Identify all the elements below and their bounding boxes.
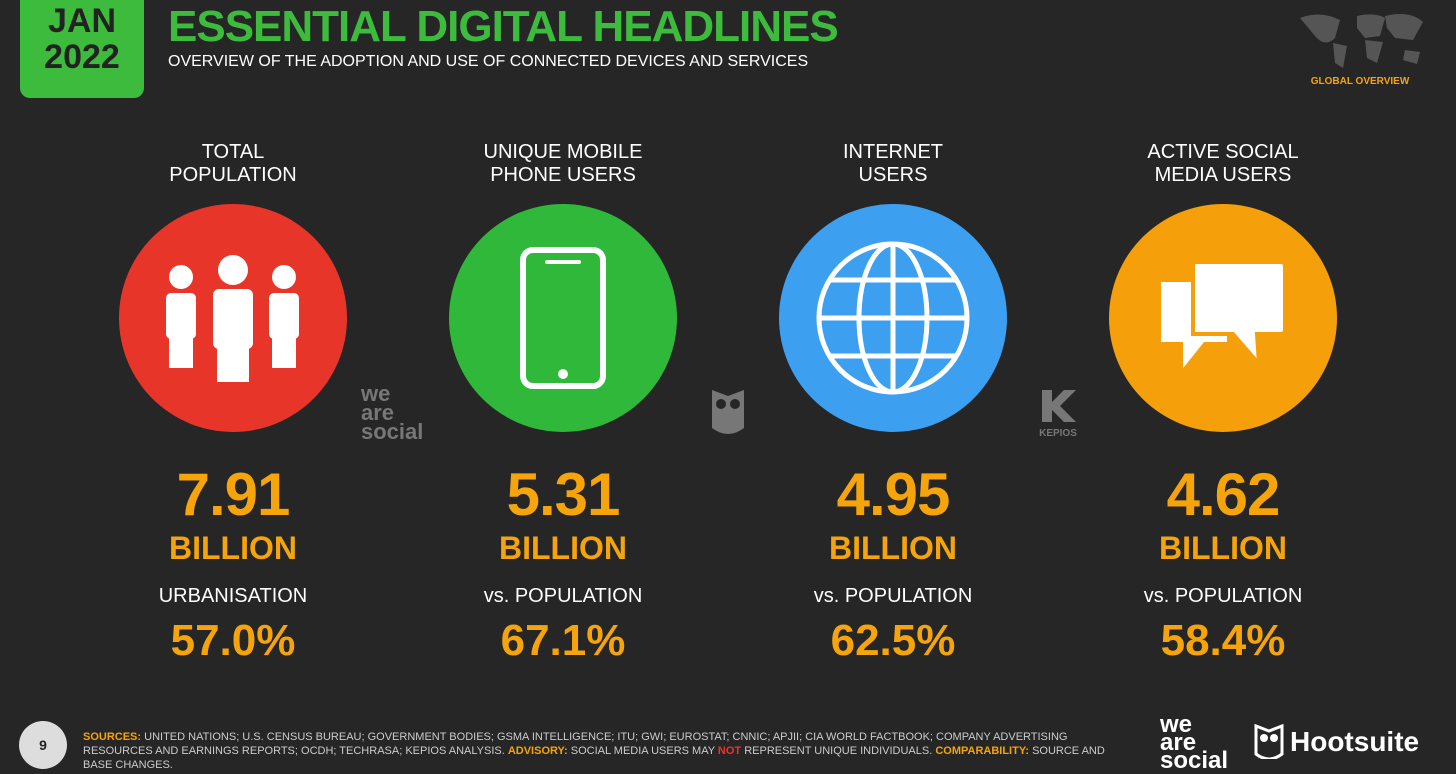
we-are-social-logo: we are social <box>361 381 424 444</box>
value: 7.91 <box>176 461 291 528</box>
logo-text: social <box>361 419 424 444</box>
globe-icon <box>779 204 1007 432</box>
sublabel: vs. POPULATION <box>1143 585 1303 607</box>
logo-text: we <box>1160 711 1193 738</box>
label-line: PHONE USERS <box>490 164 636 186</box>
column-label: ACTIVE SOCIAL MEDIA USERS <box>1073 141 1373 187</box>
advisory-text: REPRESENT UNIQUE INDIVIDUALS. <box>741 745 936 757</box>
sources-heading: SOURCES: <box>83 731 142 743</box>
sublabel: vs. POPULATION <box>483 585 643 607</box>
page-badge <box>19 721 67 769</box>
percent: 58.4% <box>1160 616 1286 665</box>
advisory-text: SOCIAL MEDIA USERS MAY <box>567 745 718 757</box>
section-label: GLOBAL OVERVIEW <box>1310 76 1410 87</box>
page-number: 9 <box>39 737 47 753</box>
column-label: INTERNET USERS <box>743 141 1043 187</box>
chat-icon <box>1109 204 1337 432</box>
unit: BILLION <box>169 530 297 566</box>
column-label: UNIQUE MOBILE PHONE USERS <box>413 141 713 187</box>
comparability-heading: COMPARABILITY: <box>935 745 1030 757</box>
title: ESSENTIAL DIGITAL HEADLINES <box>168 2 839 51</box>
kepios-mark <box>1042 390 1076 422</box>
label-line: USERS <box>858 164 928 186</box>
value: 5.31 <box>506 461 621 528</box>
date-badge: JAN 2022 <box>20 0 144 98</box>
sources-text: UNITED NATIONS; U.S. CENSUS BUREAU; GOVE… <box>83 731 1068 757</box>
logo-text: are <box>361 400 395 425</box>
year: 2022 <box>44 38 120 76</box>
label-line: POPULATION <box>169 164 297 186</box>
value: 4.62 <box>1166 461 1281 528</box>
logo-text: are <box>1160 729 1197 756</box>
unit: BILLION <box>499 530 627 566</box>
we-are-social-footer-logo: we are social <box>1160 711 1229 774</box>
population-icon <box>119 204 347 432</box>
subtitle: OVERVIEW OF THE ADOPTION AND USE OF CONN… <box>168 53 809 70</box>
advisory-emphasis: NOT <box>717 745 742 757</box>
logo-text: social <box>1160 747 1229 774</box>
label-line: ACTIVE SOCIAL <box>1147 141 1299 163</box>
label-line: UNIQUE MOBILE <box>483 141 643 163</box>
unit: BILLION <box>1159 530 1287 566</box>
phone-icon <box>449 204 677 432</box>
world-map <box>1300 14 1423 68</box>
sources: SOURCES: UNITED NATIONS; U.S. CENSUS BUR… <box>83 730 1113 772</box>
column-label: TOTAL POPULATION <box>83 141 383 187</box>
month: JAN <box>47 2 117 40</box>
hootsuite-owl <box>1254 724 1284 759</box>
percent: 67.1% <box>500 616 626 665</box>
value: 4.95 <box>836 461 951 528</box>
unit: BILLION <box>829 530 957 566</box>
kepios-logo: KEPIOS <box>1039 428 1077 439</box>
sublabel: URBANISATION <box>158 585 308 607</box>
hootsuite-logo: Hootsuite <box>1290 726 1420 757</box>
advisory-heading: ADVISORY: <box>507 745 568 757</box>
logo-text: we <box>361 381 391 406</box>
label-line: TOTAL <box>201 141 265 163</box>
label-line: INTERNET <box>843 141 943 163</box>
percent: 62.5% <box>830 616 956 665</box>
owl-logo <box>712 390 744 434</box>
sublabel: vs. POPULATION <box>813 585 973 607</box>
percent: 57.0% <box>170 616 296 665</box>
label-line: MEDIA USERS <box>1154 164 1292 186</box>
